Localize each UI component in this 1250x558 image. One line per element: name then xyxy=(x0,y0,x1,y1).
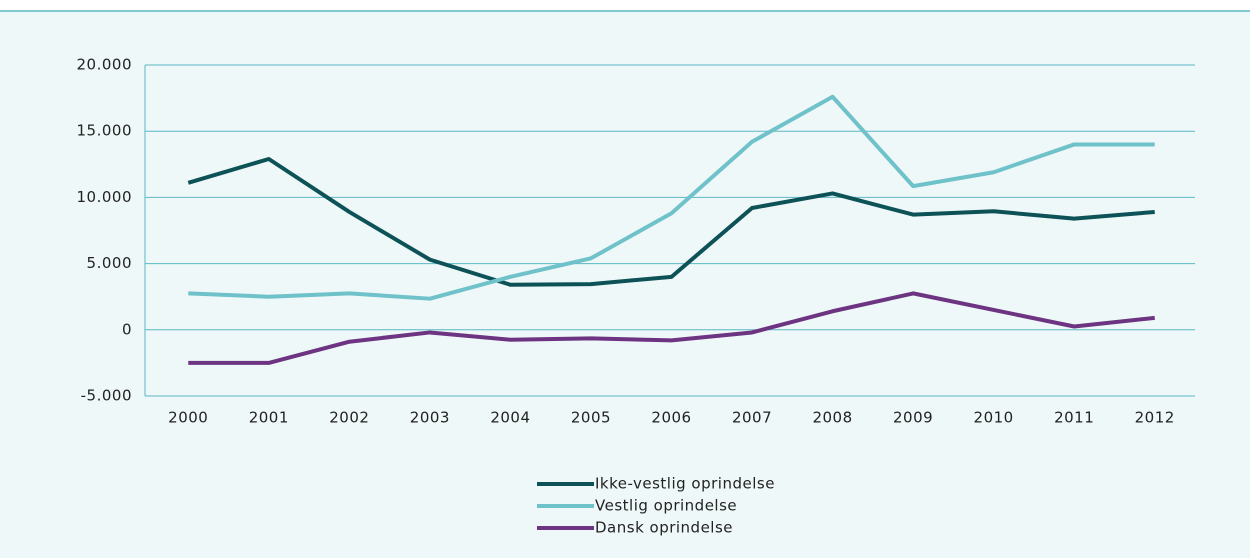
legend-label: Dansk oprindelse xyxy=(595,519,733,537)
y-tick-label: 15.000 xyxy=(77,122,133,140)
legend-label: Ikke-vestlig oprindelse xyxy=(595,475,775,493)
y-tick-label: 20.000 xyxy=(77,56,133,74)
x-tick-label: 2008 xyxy=(812,409,852,427)
y-tick-label: 10.000 xyxy=(77,188,133,206)
y-tick-label: 0 xyxy=(122,320,132,338)
chart-background xyxy=(0,11,1250,558)
legend-label: Vestlig oprindelse xyxy=(595,497,737,515)
data-line xyxy=(188,291,1155,365)
x-tick-label: 2010 xyxy=(974,409,1014,427)
y-tick-label: 5.000 xyxy=(87,254,132,272)
y-tick-label: -5.000 xyxy=(81,387,132,405)
x-tick-label: 2007 xyxy=(732,409,772,427)
x-tick-label: 2006 xyxy=(651,409,691,427)
data-line xyxy=(188,94,1155,301)
x-tick-label: 2001 xyxy=(249,409,289,427)
x-tick-label: 2003 xyxy=(410,409,450,427)
x-tick-label: 2011 xyxy=(1054,409,1094,427)
x-tick-label: 2002 xyxy=(329,409,369,427)
x-tick-label: 2004 xyxy=(490,409,530,427)
x-tick-label: 2009 xyxy=(893,409,933,427)
x-tick-label: 2005 xyxy=(571,409,611,427)
data-line xyxy=(187,157,1155,287)
x-tick-label: 2012 xyxy=(1135,409,1175,427)
x-tick-label: 2000 xyxy=(168,409,208,427)
